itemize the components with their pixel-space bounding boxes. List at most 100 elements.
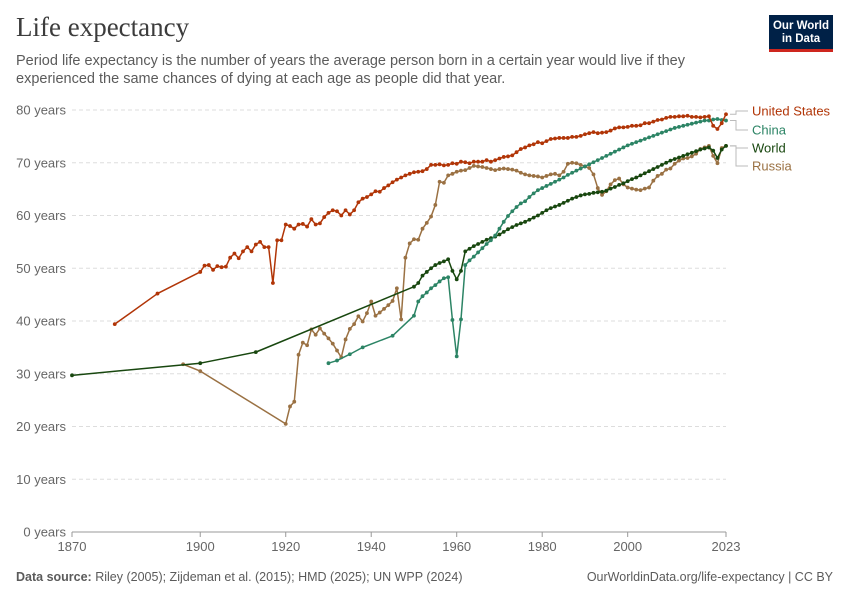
legend-label-world[interactable]: World <box>752 141 786 156</box>
point-world <box>565 198 570 203</box>
point-russia <box>360 319 365 324</box>
point-china <box>433 283 438 288</box>
point-china <box>501 219 506 224</box>
source-link[interactable]: OurWorldinData.org/life-expectancy | CC … <box>586 570 833 584</box>
point-united-states <box>450 161 455 166</box>
point-china <box>548 181 553 186</box>
series-china[interactable] <box>326 117 728 366</box>
point-china <box>659 130 664 135</box>
point-world <box>587 191 592 196</box>
legend-label-united-states[interactable]: United States <box>752 104 831 119</box>
legend-connector <box>730 110 748 115</box>
point-russia <box>647 185 651 190</box>
point-russia <box>330 341 335 346</box>
point-united-states <box>540 141 545 146</box>
point-russia <box>326 336 331 341</box>
chart-title: Life expectancy <box>16 12 190 42</box>
point-world <box>429 266 433 271</box>
point-russia <box>531 174 536 178</box>
point-world <box>510 225 515 230</box>
point-russia <box>484 166 489 170</box>
point-world <box>198 361 203 366</box>
point-world <box>595 190 600 195</box>
point-china <box>621 145 626 150</box>
point-russia <box>711 153 716 158</box>
line-china[interactable] <box>328 118 727 364</box>
point-russia <box>689 154 694 159</box>
point-united-states <box>258 239 262 244</box>
point-russia <box>548 172 553 177</box>
point-united-states <box>271 281 275 285</box>
point-united-states <box>365 195 369 199</box>
point-russia <box>459 168 463 173</box>
point-united-states <box>724 112 728 117</box>
point-russia <box>565 161 570 166</box>
series-russia[interactable] <box>181 143 728 426</box>
point-china <box>390 333 395 338</box>
point-russia <box>382 306 386 311</box>
legend-label-russia[interactable]: Russia <box>752 159 793 174</box>
point-world <box>497 232 502 237</box>
point-united-states <box>335 209 339 214</box>
point-united-states <box>698 115 703 120</box>
point-china <box>441 276 446 281</box>
point-world <box>612 185 617 189</box>
owid-logo[interactable]: Our World in Data <box>769 15 833 52</box>
x-tick-label: 1870 <box>58 539 87 554</box>
point-world <box>561 200 566 205</box>
point-united-states <box>352 208 357 213</box>
point-china <box>454 354 459 359</box>
series-united-states[interactable] <box>112 112 728 327</box>
x-tick-label: 1940 <box>357 539 386 554</box>
point-russia <box>450 171 455 176</box>
y-axis-labels: 0 years 10 years 20 years 30 years 40 years 5… <box>16 103 66 540</box>
series-world[interactable] <box>70 143 728 378</box>
point-united-states <box>617 125 622 130</box>
point-united-states <box>326 210 331 215</box>
series-lines <box>70 112 728 426</box>
point-china <box>416 299 421 304</box>
point-china <box>608 151 613 156</box>
line-russia[interactable] <box>182 145 727 425</box>
point-world <box>437 261 442 265</box>
line-united-states[interactable] <box>114 113 727 325</box>
point-united-states <box>548 137 553 141</box>
point-china <box>698 119 703 124</box>
point-russia <box>288 404 292 409</box>
point-russia <box>715 161 720 166</box>
point-united-states <box>245 245 250 250</box>
point-russia <box>574 161 579 166</box>
point-china <box>557 177 562 182</box>
point-russia <box>655 174 660 178</box>
point-united-states <box>279 238 284 243</box>
point-world <box>501 229 506 234</box>
point-world <box>463 249 468 254</box>
point-world <box>702 146 707 151</box>
point-united-states <box>536 140 540 145</box>
point-china <box>604 153 609 158</box>
point-world <box>659 162 664 167</box>
point-united-states <box>583 132 587 137</box>
y-tick-label: 70 years <box>16 155 66 170</box>
point-united-states <box>228 255 233 260</box>
point-united-states <box>595 131 600 136</box>
point-united-states <box>215 264 220 269</box>
point-united-states <box>553 136 557 141</box>
point-china <box>553 179 557 184</box>
point-russia <box>480 165 485 169</box>
point-united-states <box>655 118 660 122</box>
point-world <box>536 213 540 218</box>
point-world <box>553 204 557 209</box>
point-united-states <box>356 200 361 205</box>
point-united-states <box>155 291 160 296</box>
point-united-states <box>711 123 716 128</box>
point-china <box>467 258 472 263</box>
point-united-states <box>236 256 241 261</box>
point-russia <box>318 326 322 331</box>
point-china <box>424 290 429 295</box>
point-united-states <box>407 171 412 176</box>
point-united-states <box>283 222 288 227</box>
legend-label-china[interactable]: China <box>752 123 787 138</box>
point-russia <box>681 156 686 161</box>
point-united-states <box>625 124 630 129</box>
